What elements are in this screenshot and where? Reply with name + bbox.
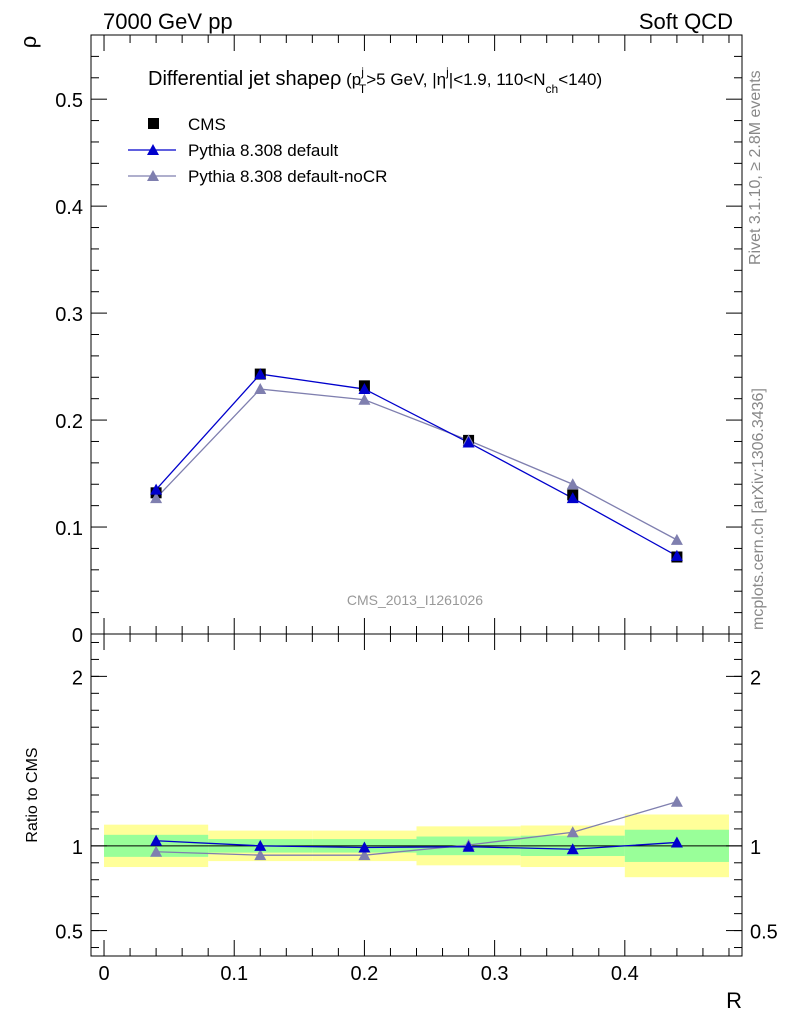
legend-item-cms: CMS [148, 115, 226, 134]
title-part2: >5 GeV, |η [366, 70, 446, 89]
series-point-pythia-8-308-default-nocr [150, 492, 163, 504]
y-tick-label: 0 [72, 625, 83, 647]
ratio-y-axis-label: Ratio to CMS [24, 747, 41, 842]
side-label-bottom: mcplots.cern.ch [arXiv:1306.3436] [750, 388, 767, 630]
ratio-point-pythia-8-308-default-nocr [566, 826, 579, 838]
title-sup1: j [360, 65, 364, 79]
legend-item-pythia-nocr: Pythia 8.308 default-noCR [128, 167, 387, 186]
ratio-line-pythia-8-308-default [156, 840, 677, 850]
series-point-pythia-8-308-default-nocr [358, 393, 371, 405]
ratio-y-tick-label-right: 1 [750, 837, 761, 859]
x-tick-label: 0.3 [481, 963, 509, 985]
ratio-panel: 0.5 0.5 1 1 2 2 0 0.1 0.2 0.3 0.4 Ratio to CMS R [24, 633, 778, 1013]
y-tick-label: 0.3 [55, 304, 83, 326]
y-axis-label: ρ [16, 36, 41, 49]
main-x-ticks [103, 35, 730, 634]
x-tick-label: 0.4 [611, 963, 639, 985]
title-main: Differential jet shape [148, 68, 330, 90]
main-series [150, 368, 683, 563]
ratio-frame [90, 633, 743, 957]
x-tick-label: 0.2 [351, 963, 379, 985]
ratio-point-pythia-8-308-default-nocr [670, 795, 683, 807]
ratio-line-pythia-8-308-default-nocr [156, 801, 678, 856]
ratio-point-pythia-8-308-default [462, 840, 475, 852]
legend-marker-pythia-nocr [147, 170, 159, 181]
title-sub3: ch [546, 82, 559, 96]
ratio-y-tick-label: 2 [72, 667, 83, 689]
ratio-series [150, 795, 683, 861]
header-left: 7000 GeV pp [103, 9, 233, 34]
side-label-top: Rivet 3.1.10, ≥ 2.8M events [747, 70, 764, 265]
title-part4: <140) [558, 70, 602, 89]
title-sub1: T [359, 82, 367, 96]
y-tick-label: 0.4 [55, 197, 83, 219]
main-panel: 0 0.1 0.2 0.3 0.4 0.5 ρ Differential jet shap… [16, 34, 743, 647]
series-point-pythia-8-308-default-nocr [670, 533, 683, 545]
ratio-point-pythia-8-308-default-nocr [150, 845, 163, 857]
series-point-pythia-8-308-default-nocr [254, 383, 267, 395]
watermark: CMS_2013_I1261026 [347, 592, 483, 608]
ratio-point-pythia-8-308-default [670, 836, 683, 848]
y-tick-label: 0.5 [55, 90, 83, 112]
x-axis-label: R [726, 988, 742, 1013]
ratio-y-tick-label: 1 [72, 837, 83, 859]
ratio-y-tick-label-right: 0.5 [750, 922, 778, 944]
series-point-pythia-8-308-default [566, 492, 579, 504]
series-point-pythia-8-308-default [670, 549, 683, 561]
legend-item-pythia-default: Pythia 8.308 default [128, 141, 339, 160]
series-line-pythia-8-308-default [155, 373, 678, 557]
series-point-pythia-8-308-default [150, 483, 163, 495]
series-point-pythia-8-308-default-nocr [566, 478, 579, 490]
x-tick-label: 0 [98, 963, 109, 985]
ratio-y-ticks: 0.5 0.5 1 1 2 2 [55, 641, 778, 949]
ratio-y-tick-label-right: 2 [750, 667, 761, 689]
y-tick-label: 0.2 [55, 411, 83, 433]
ratio-point-pythia-8-308-default [358, 841, 371, 853]
ratio-point-pythia-8-308-default [254, 839, 267, 851]
header-right: Soft QCD [639, 9, 733, 34]
legend-marker-cms [148, 118, 159, 129]
ratio-point-pythia-8-308-default-nocr [358, 849, 371, 861]
series-point-pythia-8-308-default [358, 383, 371, 395]
legend-marker-pythia-default [147, 144, 159, 155]
series-point-pythia-8-308-default [462, 436, 475, 448]
legend-label-pythia-default: Pythia 8.308 default [188, 141, 339, 160]
legend-label-cms: CMS [188, 115, 226, 134]
chart-title: Differential jet shapeρ (pj T>5 GeV, |ηj|… [148, 65, 602, 96]
ratio-point-pythia-8-308-default [150, 834, 163, 846]
title-open: (p [341, 70, 361, 89]
series-point-pythia-8-308-default [254, 368, 267, 380]
ratio-point-pythia-8-308-default [566, 843, 579, 855]
title-sup2: j [445, 65, 449, 79]
y-tick-label: 0.1 [55, 518, 83, 540]
series-line-pythia-8-308-default-nocr [155, 388, 678, 541]
legend: CMS Pythia 8.308 default Pythia 8.308 de… [128, 115, 387, 186]
main-y-ticks: 0 0.1 0.2 0.3 0.4 0.5 [55, 55, 742, 647]
ratio-x-ticks: 0 0.1 0.2 0.3 0.4 [98, 634, 730, 985]
title-rho: ρ [330, 68, 341, 90]
legend-label-pythia-nocr: Pythia 8.308 default-noCR [188, 167, 387, 186]
ratio-point-pythia-8-308-default-nocr [254, 849, 267, 861]
x-tick-label: 0.1 [220, 963, 248, 985]
title-part3: |<1.9, 110<N [449, 70, 546, 89]
ratio-y-tick-label: 0.5 [55, 922, 83, 944]
